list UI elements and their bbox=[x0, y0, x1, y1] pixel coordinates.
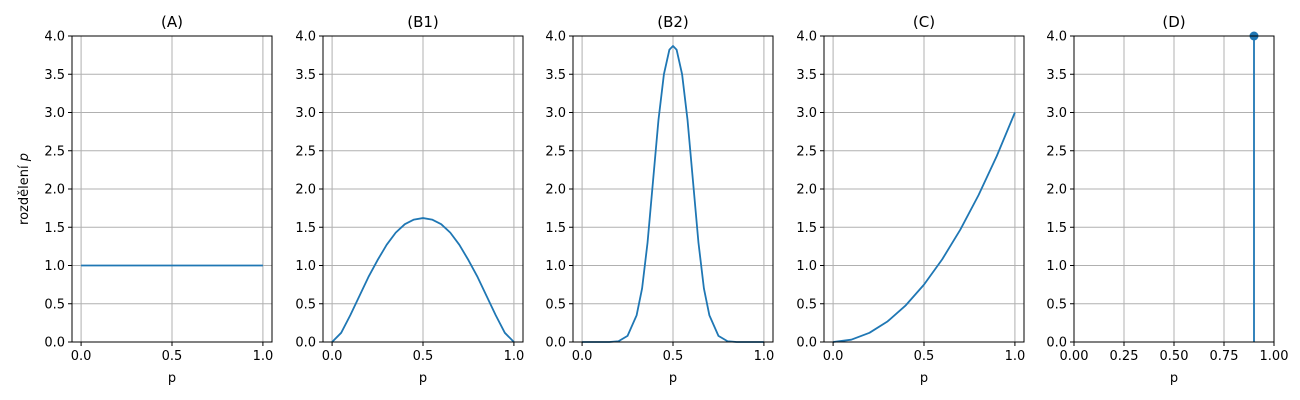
x-tick-label: 1.0 bbox=[253, 349, 274, 364]
x-tick-label: 0.5 bbox=[162, 349, 183, 364]
y-tick-label: 0.5 bbox=[796, 297, 817, 312]
y-tick-label: 0.5 bbox=[545, 297, 566, 312]
y-tick-label: 3.0 bbox=[295, 106, 316, 121]
x-axis-label: p bbox=[920, 371, 928, 386]
y-tick-label: 1.0 bbox=[796, 259, 817, 274]
y-tick-label: 2.0 bbox=[796, 183, 817, 198]
x-axis-label: p bbox=[669, 371, 677, 386]
y-tick-label: 2.5 bbox=[545, 144, 566, 159]
y-tick-label: 2.0 bbox=[44, 183, 65, 198]
x-axis-label: p bbox=[1170, 371, 1178, 386]
x-axis-label: p bbox=[419, 371, 427, 386]
y-tick-label: 3.5 bbox=[545, 68, 566, 83]
y-tick-label: 4.0 bbox=[796, 30, 817, 45]
y-tick-label: 1.0 bbox=[1046, 259, 1067, 274]
y-tick-label: 2.0 bbox=[1046, 183, 1067, 198]
chart-panel-4: 0.0 0.5 1.0 0.0 0.5 1.0 1.5 2.0 2.5 3.0 3.5 4.0 (C) p bbox=[796, 13, 1025, 386]
x-tick-label: 0.0 bbox=[823, 349, 844, 364]
y-tick-label: 0.0 bbox=[796, 336, 817, 351]
x-tick-label: 0.0 bbox=[322, 349, 343, 364]
series-line-1 bbox=[582, 45, 764, 343]
series-line-1 bbox=[832, 112, 1016, 343]
x-tick-label: 1.00 bbox=[1260, 349, 1289, 364]
x-tick-label: 0.5 bbox=[413, 349, 434, 364]
y-tick-label: 2.0 bbox=[545, 183, 566, 198]
y-tick-label: 3.0 bbox=[44, 106, 65, 121]
chart-panel-2: 0.0 0.5 1.0 0.0 0.5 1.0 1.5 2.0 2.5 3.0 3.5 4.0 (B1)… bbox=[295, 13, 524, 386]
x-axis-label: p bbox=[168, 371, 176, 386]
chart-panel-5: 0.00 0.25 0.50 0.75 1.00 0.0 0.5 1.0 1.5 2.0 2.5 3.… bbox=[1046, 13, 1288, 386]
y-tick-label: 1.5 bbox=[44, 221, 65, 236]
y-tick-label: 3.5 bbox=[44, 68, 65, 83]
chart-panel-3: 0.0 0.5 1.0 0.0 0.5 1.0 1.5 2.0 2.5 3.0 3.5 4.0 (B2)… bbox=[545, 13, 774, 386]
y-tick-label: 0.0 bbox=[545, 336, 566, 351]
chart-title: (C) bbox=[913, 13, 935, 31]
x-tick-label: 1.0 bbox=[1005, 349, 1026, 364]
y-tick-label: 0.5 bbox=[44, 297, 65, 312]
y-tick-label: 0.0 bbox=[295, 336, 316, 351]
y-tick-label: 3.0 bbox=[545, 106, 566, 121]
x-tick-label: 0.5 bbox=[914, 349, 935, 364]
y-tick-label: 2.0 bbox=[295, 183, 316, 198]
y-tick-label: 0.0 bbox=[44, 336, 65, 351]
y-tick-label: 0.5 bbox=[1046, 297, 1067, 312]
x-tick-label: 1.0 bbox=[504, 349, 525, 364]
chart-title: (B2) bbox=[657, 13, 689, 31]
y-tick-label: 1.0 bbox=[44, 259, 65, 274]
x-tick-label: 0.50 bbox=[1160, 349, 1189, 364]
y-tick-label: 2.5 bbox=[44, 144, 65, 159]
y-tick-label: 1.0 bbox=[295, 259, 316, 274]
y-tick-label: 2.5 bbox=[796, 144, 817, 159]
y-axis-label: rozdělení p bbox=[17, 153, 32, 225]
y-tick-label: 2.5 bbox=[1046, 144, 1067, 159]
y-tick-label: 1.0 bbox=[545, 259, 566, 274]
chart-title: (A) bbox=[161, 13, 183, 31]
x-tick-label: 1.0 bbox=[754, 349, 775, 364]
y-tick-label: 1.5 bbox=[545, 221, 566, 236]
y-tick-label: 0.0 bbox=[1046, 336, 1067, 351]
y-tick-label: 3.5 bbox=[295, 68, 316, 83]
y-tick-label: 1.5 bbox=[295, 221, 316, 236]
x-tick-label: 0.75 bbox=[1210, 349, 1239, 364]
y-tick-label: 1.5 bbox=[796, 221, 817, 236]
y-tick-label: 3.5 bbox=[1046, 68, 1067, 83]
y-tick-label: 1.5 bbox=[1046, 221, 1067, 236]
chart-title: (B1) bbox=[407, 13, 439, 31]
y-tick-label: 3.0 bbox=[796, 106, 817, 121]
x-tick-label: 0.5 bbox=[663, 349, 684, 364]
series-line-1 bbox=[331, 217, 515, 343]
x-tick-label: 0.00 bbox=[1060, 349, 1089, 364]
y-tick-label: 2.5 bbox=[295, 144, 316, 159]
y-tick-label: 0.5 bbox=[295, 297, 316, 312]
x-tick-label: 0.0 bbox=[572, 349, 593, 364]
x-tick-label: 0.25 bbox=[1110, 349, 1139, 364]
chart-panel-1: 0.0 0.5 1.0 0.0 0.5 1.0 1.5 2.0 2.5 3.0 3.5 4.0 (A) p… bbox=[17, 13, 273, 386]
y-tick-label: 4.0 bbox=[295, 30, 316, 45]
x-tick-label: 0.0 bbox=[71, 349, 92, 364]
y-tick-label: 3.5 bbox=[796, 68, 817, 83]
chart-title: (D) bbox=[1162, 13, 1185, 31]
y-tick-label: 3.0 bbox=[1046, 106, 1067, 121]
y-tick-label: 4.0 bbox=[44, 30, 65, 45]
y-tick-label: 4.0 bbox=[545, 30, 566, 45]
y-tick-label: 4.0 bbox=[1046, 30, 1067, 45]
